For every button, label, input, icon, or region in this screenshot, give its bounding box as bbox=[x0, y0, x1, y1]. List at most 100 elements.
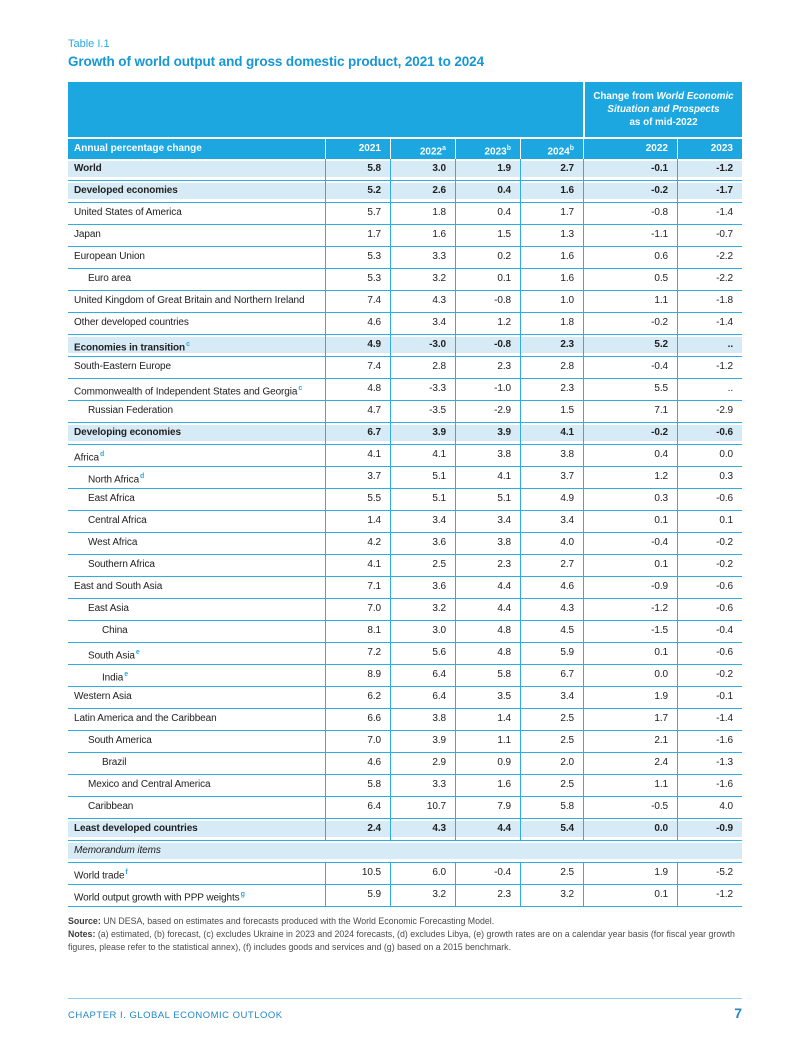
value-cell: 0.3 bbox=[677, 467, 742, 488]
value-cell: 4.4 bbox=[455, 819, 520, 840]
row-label: China bbox=[102, 625, 128, 636]
value-cell: 4.1 bbox=[390, 445, 455, 466]
table-row: Southern Africa 4.1 2.5 2.3 2.7 0.1 -0.2 bbox=[68, 555, 742, 577]
value-cell: -0.6 bbox=[677, 599, 742, 620]
row-label: East Asia bbox=[88, 603, 129, 614]
value-cell: 4.1 bbox=[325, 445, 390, 466]
change-header-line3: as of mid-2022 bbox=[629, 117, 698, 129]
table-row: European Union 5.3 3.3 0.2 1.6 0.6 -2.2 bbox=[68, 247, 742, 269]
row-footnote: c bbox=[186, 341, 190, 348]
value-cell: 3.4 bbox=[390, 313, 455, 334]
table-row: World 5.8 3.0 1.9 2.7 -0.1 -1.2 bbox=[68, 159, 742, 181]
value-cell: 0.1 bbox=[677, 511, 742, 532]
value-cell: 5.7 bbox=[325, 203, 390, 224]
value-cell: 10.5 bbox=[325, 863, 390, 884]
value-cell: 1.5 bbox=[455, 225, 520, 246]
row-label: Brazil bbox=[102, 757, 127, 768]
value-cell: 3.4 bbox=[520, 511, 583, 532]
value-cell: 0.1 bbox=[583, 511, 677, 532]
value-cell: 5.8 bbox=[520, 797, 583, 818]
row-label: United States of America bbox=[74, 207, 182, 218]
value-cell: 3.4 bbox=[455, 511, 520, 532]
value-cell: -0.2 bbox=[677, 533, 742, 554]
value-cell: 2.6 bbox=[390, 181, 455, 202]
value-cell: 2.5 bbox=[390, 555, 455, 576]
table-row: Western Asia 6.2 6.4 3.5 3.4 1.9 -0.1 bbox=[68, 687, 742, 709]
value-cell: 2.5 bbox=[520, 775, 583, 796]
value-cell: 3.9 bbox=[390, 423, 455, 444]
value-cell: -0.1 bbox=[583, 159, 677, 180]
value-cell: -0.8 bbox=[583, 203, 677, 224]
row-label: Economies in transitionc bbox=[74, 341, 190, 354]
value-cell: -2.9 bbox=[455, 401, 520, 422]
value-cell: -1.6 bbox=[677, 775, 742, 796]
table-row: Economies in transitionc 4.9 -3.0 -0.8 2.3 5.… bbox=[68, 335, 742, 357]
value-cell: 6.4 bbox=[390, 687, 455, 708]
row-label: Developed economies bbox=[74, 185, 178, 196]
value-cell: 1.1 bbox=[583, 775, 677, 796]
value-cell: .. bbox=[677, 335, 742, 356]
value-cell: -0.9 bbox=[583, 577, 677, 598]
table-row: World tradef 10.5 6.0 -0.4 2.5 1.9 -5.2 bbox=[68, 863, 742, 885]
value-cell: 5.2 bbox=[583, 335, 677, 356]
value-cell: 5.9 bbox=[325, 885, 390, 906]
value-cell: 1.6 bbox=[455, 775, 520, 796]
table-row: Africad 4.1 4.1 3.8 3.8 0.4 0.0 bbox=[68, 445, 742, 467]
value-cell: 2.4 bbox=[583, 753, 677, 774]
row-footnote: d bbox=[140, 473, 145, 480]
value-cell: 3.7 bbox=[325, 467, 390, 488]
table-row: Developed economies 5.2 2.6 0.4 1.6 -0.2 -1.7 bbox=[68, 181, 742, 203]
value-cell: 5.3 bbox=[325, 247, 390, 268]
value-cell: 4.0 bbox=[677, 797, 742, 818]
value-cell: 10.7 bbox=[390, 797, 455, 818]
value-cell: 4.1 bbox=[455, 467, 520, 488]
value-cell: 7.4 bbox=[325, 291, 390, 312]
source-text: UN DESA, based on estimates and forecast… bbox=[100, 916, 495, 926]
value-cell: 1.9 bbox=[583, 863, 677, 884]
value-cell: 5.1 bbox=[390, 467, 455, 488]
notes-label: Notes: bbox=[68, 928, 96, 939]
value-cell: 5.6 bbox=[390, 643, 455, 664]
chapter-title: CHAPTER I. GLOBAL ECONOMIC OUTLOOK bbox=[68, 1010, 283, 1021]
value-cell: -1.7 bbox=[677, 181, 742, 202]
value-cell: -0.8 bbox=[455, 291, 520, 312]
value-cell: -1.1 bbox=[583, 225, 677, 246]
value-cell: 4.4 bbox=[455, 599, 520, 620]
value-cell: -1.4 bbox=[677, 709, 742, 730]
notes-line: Notes: (a) estimated, (b) forecast, (c) … bbox=[68, 928, 742, 954]
column-header-year: 2021 bbox=[325, 139, 390, 163]
value-cell: 1.2 bbox=[583, 467, 677, 488]
column-header-year: 2023b bbox=[455, 139, 520, 163]
value-cell: 4.3 bbox=[520, 599, 583, 620]
row-label: United Kingdom of Great Britain and Nort… bbox=[74, 295, 305, 306]
value-cell: 1.8 bbox=[520, 313, 583, 334]
table-header-band: Change from World Economic Situation and… bbox=[68, 82, 742, 137]
value-cell: 1.3 bbox=[520, 225, 583, 246]
row-label: Commonwealth of Independent States and G… bbox=[74, 385, 303, 398]
value-cell: 7.1 bbox=[583, 401, 677, 422]
value-cell: 1.8 bbox=[390, 203, 455, 224]
value-cell: 6.7 bbox=[520, 665, 583, 686]
value-cell: 1.6 bbox=[520, 269, 583, 290]
value-cell: 4.3 bbox=[390, 819, 455, 840]
row-footnote: d bbox=[99, 451, 105, 458]
table-row: South Asiae 7.2 5.6 4.8 5.9 0.1 -0.6 bbox=[68, 643, 742, 665]
table-notes: Source: UN DESA, based on estimates and … bbox=[68, 915, 742, 953]
row-label: Western Asia bbox=[74, 691, 132, 702]
change-header-regular: Change from bbox=[593, 90, 657, 102]
memorandum-row: Memorandum items bbox=[68, 841, 742, 863]
value-cell: 5.8 bbox=[325, 159, 390, 180]
value-cell: 2.5 bbox=[520, 709, 583, 730]
value-cell: 1.6 bbox=[390, 225, 455, 246]
table-row: Other developed countries 4.6 3.4 1.2 1.8 -0.… bbox=[68, 313, 742, 335]
table-row: East Asia 7.0 3.2 4.4 4.3 -1.2 -0.6 bbox=[68, 599, 742, 621]
value-cell: 4.6 bbox=[520, 577, 583, 598]
value-cell: 1.4 bbox=[455, 709, 520, 730]
value-cell: -0.1 bbox=[677, 687, 742, 708]
value-cell: 5.5 bbox=[583, 379, 677, 400]
value-cell: -0.7 bbox=[677, 225, 742, 246]
value-cell: 2.3 bbox=[520, 379, 583, 400]
row-label: Central Africa bbox=[88, 515, 147, 526]
row-label: Caribbean bbox=[88, 801, 134, 812]
value-cell: 0.4 bbox=[455, 203, 520, 224]
